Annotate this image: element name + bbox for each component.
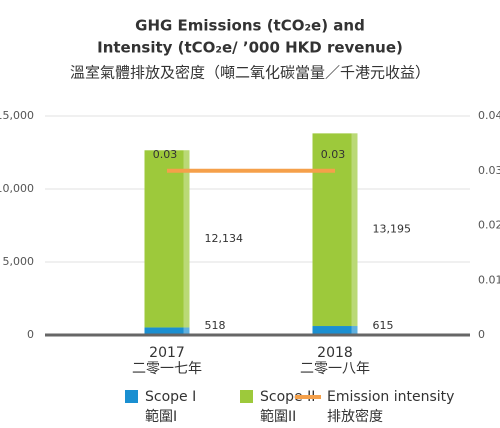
legend-label-zh: 範圍I	[145, 408, 177, 425]
chart-title: Intensity (tCO₂e/ ’000 HKD revenue)	[97, 39, 403, 57]
chart-subtitle: 溫室氣體排放及密度（噸二氧化碳當量／千港元收益）	[70, 64, 430, 82]
data-label: 0.03	[321, 148, 346, 161]
x-tick-label: 2017	[149, 345, 185, 361]
bar-shade	[183, 327, 190, 335]
bar-segment	[144, 150, 190, 328]
data-label: 12,134	[205, 232, 244, 245]
x-tick-label: 2018	[317, 345, 353, 361]
legend-label: Scope II	[260, 389, 315, 405]
data-label: 0.03	[153, 148, 178, 161]
y-tick-label: 5,000	[3, 255, 35, 268]
x-tick-label-zh: 二零一八年	[300, 361, 370, 377]
y2-tick-label: 0.02	[478, 219, 500, 232]
bar-shade	[351, 326, 358, 335]
y-tick-label: 10,000	[0, 182, 34, 195]
bar-segment	[144, 327, 190, 335]
bar-segment	[312, 133, 358, 327]
y2-tick-label: 0.03	[478, 164, 500, 177]
legend-swatch	[240, 390, 253, 403]
legend-label-zh: 排放密度	[327, 408, 383, 425]
data-label: 615	[373, 319, 394, 332]
y-tick-label: 0	[27, 328, 34, 341]
y2-tick-label: 0.01	[478, 273, 500, 286]
legend-swatch	[125, 390, 138, 403]
x-tick-label-zh: 二零一七年	[132, 361, 202, 377]
legend-label: Scope I	[145, 389, 196, 405]
legend-label: Emission intensity	[327, 389, 454, 405]
chart-title: GHG Emissions (tCO₂e) and	[135, 17, 365, 35]
bar-shade	[351, 133, 358, 327]
y-tick-label: 15,000	[0, 109, 34, 122]
y2-tick-label: 0.04	[478, 109, 500, 122]
data-label: 13,195	[373, 223, 412, 236]
legend-label-zh: 範圍II	[260, 408, 296, 425]
y2-tick-label: 0	[478, 328, 485, 341]
data-label: 518	[205, 319, 226, 332]
bar-shade	[183, 150, 190, 328]
bar-segment	[312, 326, 358, 335]
